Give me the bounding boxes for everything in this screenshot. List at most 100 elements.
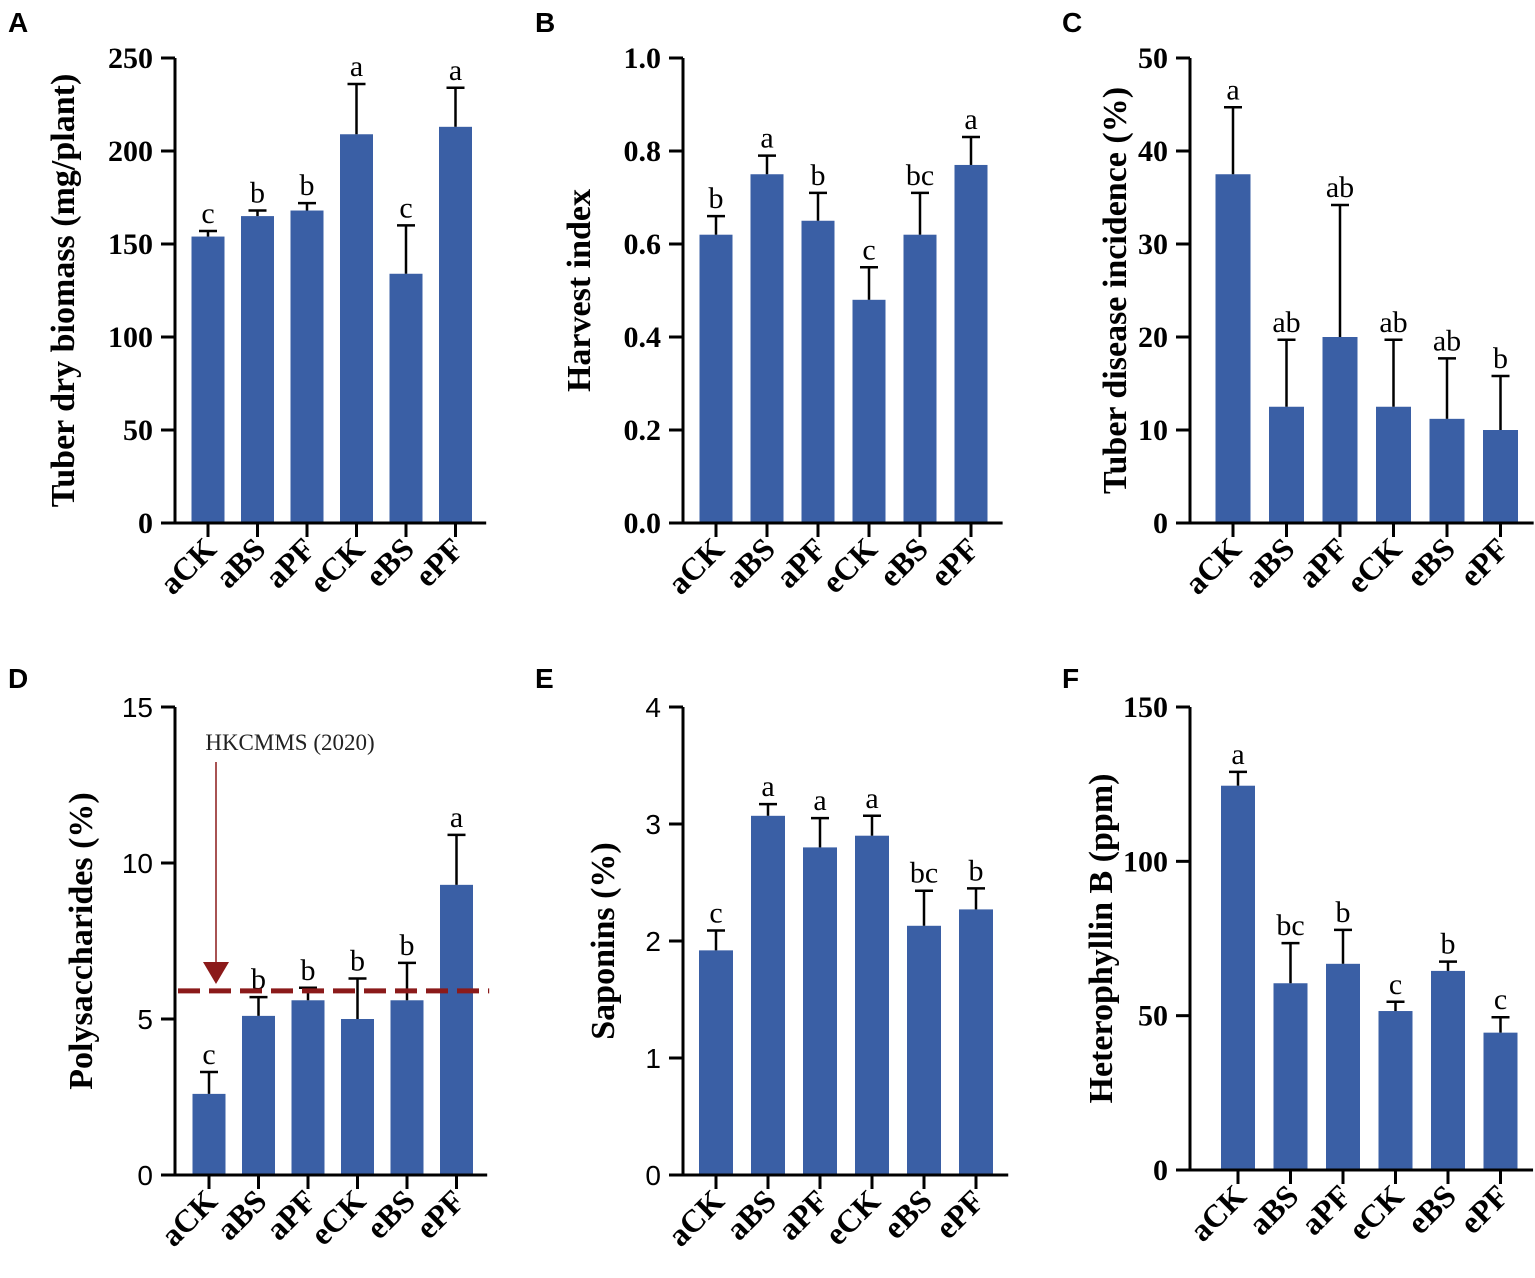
bar-eBS — [1431, 970, 1465, 1170]
y-tick-label: 4 — [645, 692, 661, 723]
panel-letter: C — [1062, 7, 1082, 38]
significance-label: b — [300, 169, 315, 202]
bar-aPF — [801, 220, 835, 523]
annotation-arrowhead — [203, 962, 229, 984]
y-tick-label: 250 — [108, 42, 153, 75]
significance-label: c — [202, 1038, 215, 1071]
x-tick-label: ePF — [928, 1182, 991, 1245]
significance-label: b — [811, 159, 826, 192]
x-tick-label: aPF — [1291, 530, 1355, 594]
y-tick-label: 100 — [1123, 845, 1168, 878]
significance-label: a — [449, 54, 462, 87]
y-tick-label: 40 — [1138, 135, 1168, 168]
y-tick-label: 150 — [1123, 691, 1168, 724]
y-tick-label: 0 — [1153, 1154, 1168, 1187]
y-tick-label: 2 — [645, 926, 661, 957]
significance-label: c — [862, 233, 875, 266]
y-axis-title: Heterophyllin B (ppm) — [1083, 774, 1120, 1104]
x-tick-label: eBS — [876, 1182, 939, 1245]
significance-label: a — [813, 784, 826, 817]
significance-label: c — [201, 197, 214, 230]
significance-label: a — [450, 801, 463, 834]
bar-aPF — [291, 1000, 325, 1175]
bar-aCK — [1221, 785, 1255, 1170]
y-tick-label: 20 — [1138, 321, 1168, 354]
significance-label: ab — [1433, 324, 1461, 357]
significance-label: a — [1226, 73, 1239, 106]
x-tick-label: aBS — [719, 1182, 783, 1246]
x-tick-label: aBS — [1241, 1177, 1305, 1241]
significance-label: b — [350, 944, 365, 977]
bar-aCK — [699, 234, 733, 523]
bar-eCK — [1376, 406, 1411, 523]
y-tick-label: 50 — [1138, 1000, 1168, 1033]
significance-label: a — [761, 770, 774, 803]
bar-eBS — [390, 1000, 424, 1175]
x-tick-label: aCK — [660, 1182, 731, 1253]
x-tick-label: eCK — [1341, 1177, 1411, 1247]
significance-label: b — [1336, 896, 1351, 929]
y-tick-label: 3 — [645, 809, 661, 840]
y-axis-title: Tuber disease incidence (%) — [1097, 87, 1134, 494]
y-tick-label: 200 — [108, 135, 153, 168]
panel-d: Dcb b b ba051015aCKaBSaPFeCKeBSePFPolysacch… — [8, 663, 490, 1253]
significance-label: b — [969, 854, 984, 887]
y-tick-label: 0 — [138, 507, 153, 540]
significance-label: bc — [910, 857, 938, 890]
significance-label: bc — [1276, 909, 1304, 942]
y-tick-label: 30 — [1138, 228, 1168, 261]
bar-aBS — [241, 216, 274, 523]
y-tick-label: 0.4 — [624, 321, 662, 354]
bar-aBS — [751, 815, 785, 1175]
y-tick-label: 0.6 — [624, 228, 662, 261]
panel-b: Bbabcbca0.00.20.40.60.81.0aCKaBSaPFeCKeB… — [535, 7, 1003, 601]
y-tick-label: 1 — [645, 1043, 661, 1074]
significance-label: b — [400, 929, 415, 962]
y-tick-label: 0 — [137, 1160, 153, 1191]
x-tick-label: aBS — [1237, 530, 1301, 594]
bar-ePF — [959, 909, 993, 1175]
bar-aCK — [1215, 174, 1251, 523]
bar-aPF — [1326, 963, 1360, 1170]
bar-aCK — [699, 950, 733, 1175]
y-tick-label: 0.2 — [624, 414, 662, 447]
x-tick-label: eBS — [1399, 530, 1462, 593]
significance-label: a — [350, 50, 363, 83]
panel-letter: B — [535, 7, 555, 38]
panel-letter: A — [8, 7, 28, 38]
significance-label: ab — [1326, 171, 1354, 204]
x-tick-label: aPF — [771, 1182, 835, 1246]
y-tick-label: 50 — [123, 414, 153, 447]
bar-eCK — [1378, 1011, 1413, 1170]
significance-label: b — [301, 954, 316, 987]
x-tick-label: eBS — [872, 530, 935, 593]
panel-c: Caababababb01020304050aCKaBSaPFeCKeBSePF… — [1062, 7, 1534, 601]
x-tick-label: eCK — [818, 1182, 888, 1252]
x-tick-label: eBS — [358, 530, 421, 593]
bar-aCK — [191, 236, 225, 523]
y-axis-title: Harvest index — [561, 189, 598, 392]
bar-aPF — [1322, 337, 1358, 523]
significance-label: c — [1494, 983, 1507, 1016]
significance-label: b — [250, 177, 265, 210]
x-tick-label: ePF — [923, 530, 986, 593]
bar-eBS — [1429, 418, 1465, 523]
y-tick-label: 0 — [645, 1160, 661, 1191]
bar-ePF — [954, 164, 988, 523]
bar-ePF — [1483, 1032, 1518, 1170]
y-tick-label: 15 — [122, 692, 153, 723]
x-tick-label: eBS — [359, 1182, 422, 1245]
significance-label: b — [251, 963, 266, 996]
y-tick-label: 1.0 — [624, 42, 662, 75]
panel-letter: E — [535, 663, 554, 694]
significance-label: ab — [1272, 306, 1300, 339]
significance-label: bc — [906, 159, 934, 192]
bar-aBS — [750, 174, 784, 523]
panel-a: Acb baca050100150200250aCKaBSaPFeCKeBSePF… — [8, 7, 487, 601]
significance-label: c — [399, 191, 412, 224]
y-tick-label: 0.0 — [624, 507, 662, 540]
y-axis-title: Tuber dry biomass (mg/plant) — [45, 74, 82, 508]
bar-eBS — [907, 925, 941, 1175]
y-tick-label: 10 — [1138, 414, 1168, 447]
